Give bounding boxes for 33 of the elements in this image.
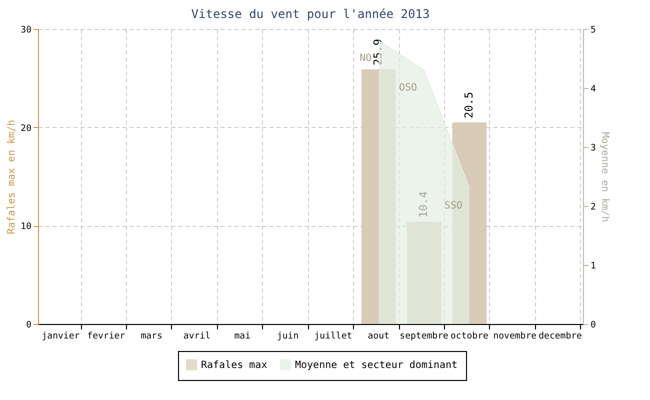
y-tick-label: 20 <box>20 124 32 134</box>
y2-tick-label: 2 <box>590 202 596 212</box>
chart-title: Vitesse du vent pour l'année 2013 <box>191 7 430 21</box>
x-tick-label: juillet <box>314 332 352 342</box>
data-label: 10.4 <box>417 190 430 218</box>
y-tick-label: 0 <box>26 320 32 330</box>
x-tick-label: decembre <box>538 332 582 342</box>
y2-tick-label: 1 <box>590 262 596 272</box>
legend-label: Moyenne et secteur dominant <box>295 360 458 371</box>
x-tick-label: mai <box>234 332 251 342</box>
annotation: NO <box>360 52 372 64</box>
y-tick-label: 30 <box>20 26 32 36</box>
x-tick-label: novembre <box>493 332 537 342</box>
legend-label: Rafales max <box>201 360 268 371</box>
x-tick-label: septembre <box>400 332 448 342</box>
x-tick-label: mars <box>140 332 162 342</box>
y-axis-title: Rafales max en km/h <box>6 120 18 234</box>
x-tick-label: fevrier <box>87 332 126 342</box>
y2-tick-label: 4 <box>590 84 596 94</box>
annotation: OSO <box>398 82 418 94</box>
y2-axis-title: Moyenne en km/h <box>598 132 610 222</box>
x-tick-label: janvier <box>42 332 80 342</box>
y2-tick-label: 5 <box>590 26 596 36</box>
x-tick-label: avril <box>183 332 211 342</box>
data-label: 20.5 <box>462 92 476 118</box>
y-tick-label: 10 <box>20 222 32 232</box>
x-tick-label: aout <box>368 332 390 342</box>
data-label: 25.9 <box>372 38 385 66</box>
x-tick-label: juin <box>276 332 299 342</box>
x-tick-label: octobre <box>450 332 488 342</box>
annotation: SSO <box>444 200 462 212</box>
y2-tick-label: 0 <box>590 320 596 330</box>
y2-tick-label: 3 <box>590 144 596 154</box>
